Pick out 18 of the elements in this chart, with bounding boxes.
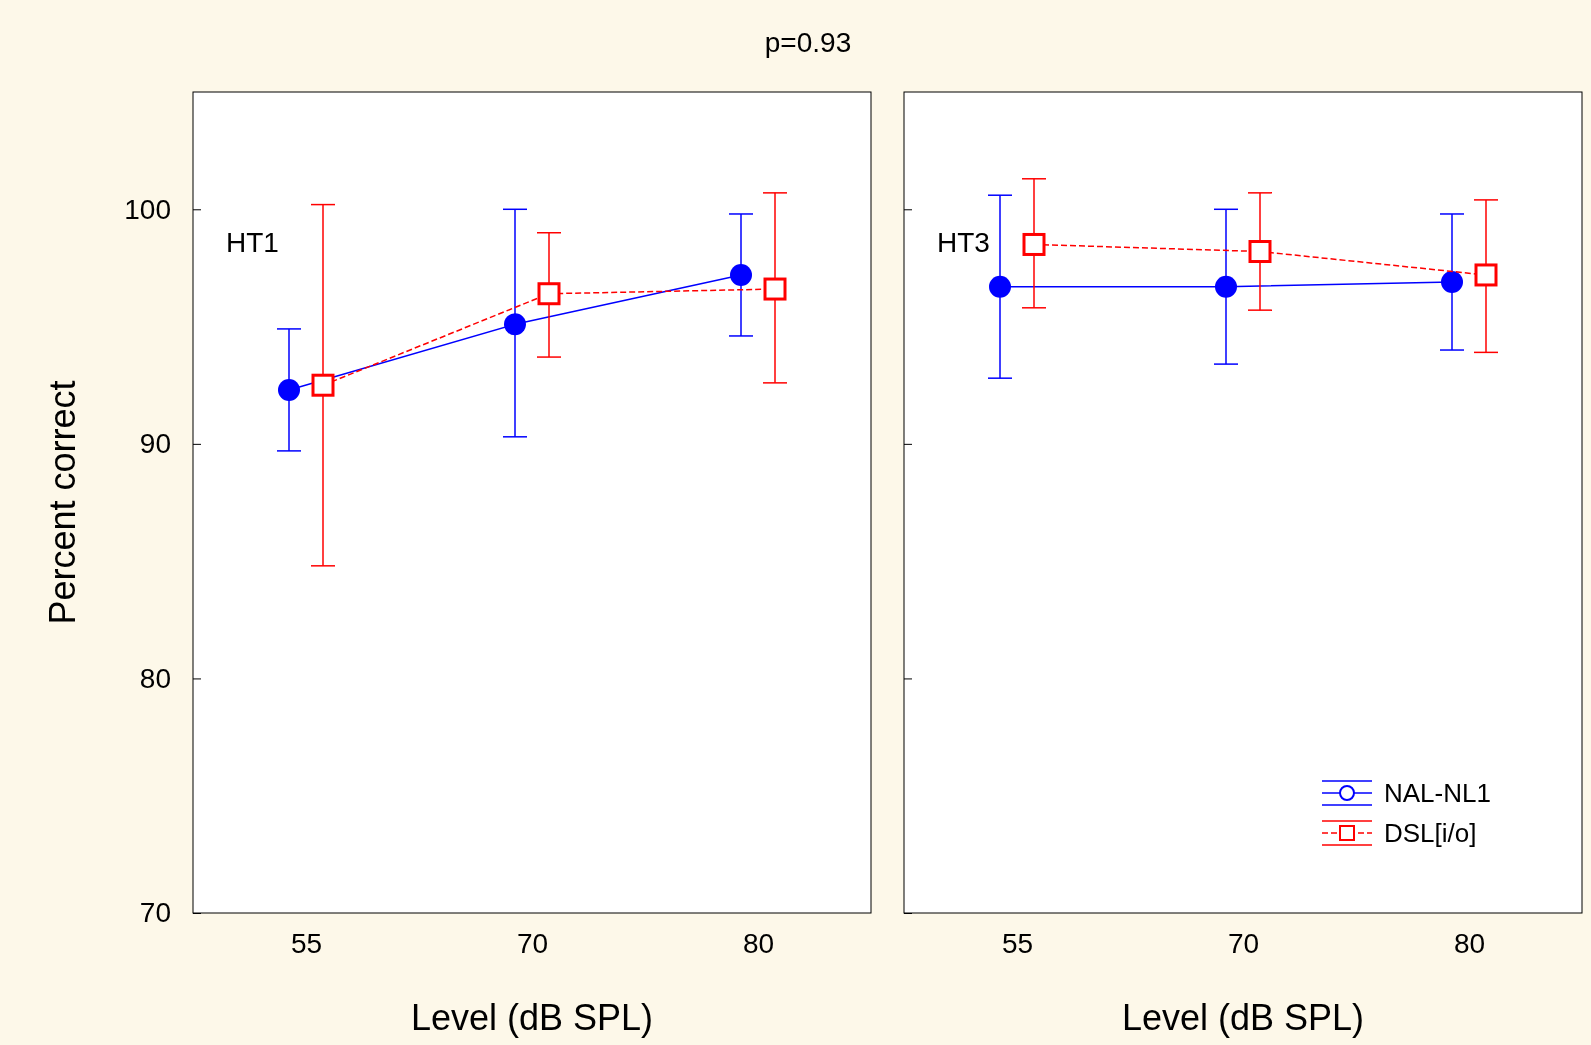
- x-tick-label: 80: [1453, 927, 1486, 959]
- x-tick-label: 70: [516, 927, 549, 959]
- annotation: HT1: [226, 227, 279, 258]
- annotation: HT3: [937, 227, 990, 258]
- chart-title: p=0.93: [764, 27, 852, 58]
- y-axis-title: Percent correct: [42, 380, 83, 625]
- x-axis-title: Level (dB SPL): [1121, 997, 1365, 1038]
- x-tick-label: 55: [290, 927, 323, 959]
- x-tick-label: 80: [742, 927, 775, 959]
- y-tick-label: 100: [124, 193, 171, 225]
- x-tick-label: 55: [1001, 927, 1034, 959]
- y-tick-label: 80: [139, 662, 171, 694]
- x-axis-title: Level (dB SPL): [410, 997, 654, 1038]
- x-tick-label: 70: [1227, 927, 1260, 959]
- y-tick-label: 90: [139, 428, 171, 460]
- y-tick-label: 70: [139, 897, 171, 929]
- legend-label: NAL-NL1: [1384, 778, 1491, 808]
- legend-label: DSL[i/o]: [1384, 818, 1477, 848]
